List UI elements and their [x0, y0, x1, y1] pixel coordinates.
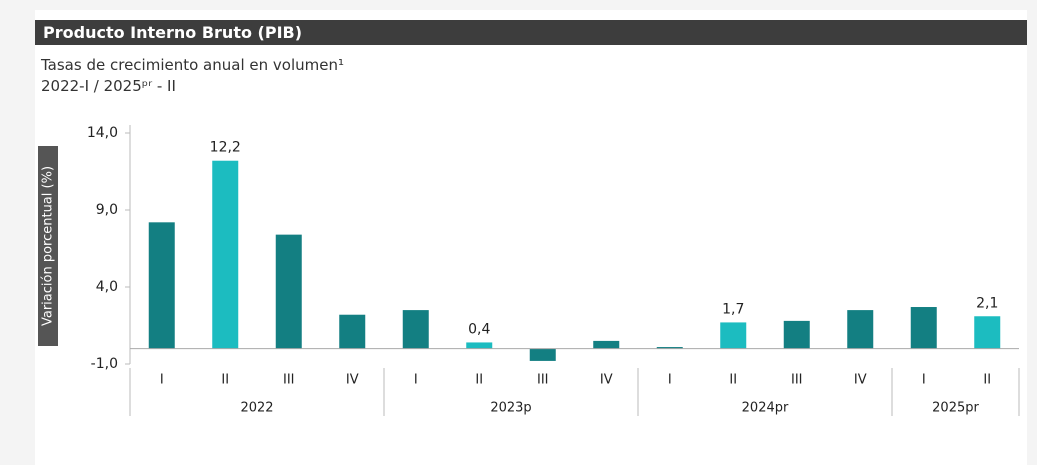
bar — [339, 314, 366, 349]
x-tick-label: IV — [346, 373, 359, 388]
bar — [275, 234, 302, 349]
data-label: 12,2 — [210, 140, 241, 156]
group-label: 2025pr — [932, 401, 979, 416]
x-tick-label: IV — [854, 373, 867, 388]
group-label: 2024pr — [742, 401, 789, 416]
x-tick-label: IV — [600, 373, 613, 388]
bar — [402, 310, 429, 349]
x-tick-label: II — [729, 373, 737, 388]
bar — [910, 307, 937, 349]
subtitle: 2022-I / 2025ᵖʳ - II — [41, 77, 176, 95]
y-tick-label: -1,0 — [91, 356, 118, 372]
data-label: 0,4 — [468, 321, 490, 337]
x-tick-label: I — [922, 373, 926, 388]
group-label: 2023p — [490, 401, 531, 416]
data-label: 1,7 — [722, 301, 744, 317]
y-tick-label: 14,0 — [87, 125, 118, 141]
bar — [720, 322, 747, 349]
bar — [148, 222, 175, 349]
bar — [466, 342, 493, 349]
y-axis-label: Variación porcentual (%) — [41, 166, 56, 326]
bar — [656, 347, 683, 349]
panel: Producto Interno Bruto (PIB) Tasas de cr… — [35, 10, 1027, 465]
chart-title: Producto Interno Bruto (PIB) — [35, 20, 1027, 45]
y-tick-label: 9,0 — [96, 202, 118, 218]
x-tick-label: II — [983, 373, 991, 388]
x-tick-label: II — [475, 373, 483, 388]
y-tick-label: 4,0 — [96, 279, 118, 295]
x-tick-label: I — [160, 373, 164, 388]
x-tick-label: III — [537, 373, 549, 388]
y-label-box — [38, 146, 58, 346]
data-label: 2,1 — [976, 295, 998, 311]
group-label: 2022 — [240, 401, 273, 416]
x-tick-label: III — [283, 373, 295, 388]
bar — [212, 160, 239, 349]
bar — [783, 320, 810, 349]
x-tick-label: II — [221, 373, 229, 388]
x-tick-label: III — [791, 373, 803, 388]
bar — [847, 310, 874, 349]
bar — [529, 348, 556, 361]
x-tick-label: I — [668, 373, 672, 388]
bar — [974, 316, 1001, 349]
subtitle: Tasas de crecimiento anual en volumen¹ — [41, 56, 344, 74]
x-tick-label: I — [414, 373, 418, 388]
bar — [593, 340, 620, 349]
